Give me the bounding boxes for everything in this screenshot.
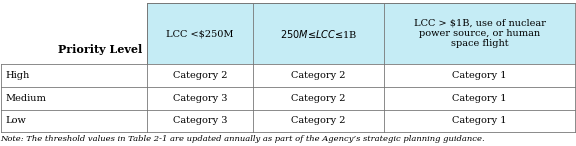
Text: High: High bbox=[5, 71, 29, 80]
Text: Category 1: Category 1 bbox=[452, 116, 507, 125]
Text: Category 2: Category 2 bbox=[291, 71, 346, 80]
Text: LCC <$250M: LCC <$250M bbox=[166, 29, 233, 38]
Text: Medium: Medium bbox=[5, 94, 46, 103]
Text: $250M ≤ LCC ≤ $1B: $250M ≤ LCC ≤ $1B bbox=[279, 28, 357, 40]
Text: LCC > $1B, use of nuclear
power source, or human
space flight: LCC > $1B, use of nuclear power source, … bbox=[414, 19, 545, 48]
Text: Category 2: Category 2 bbox=[172, 71, 227, 80]
Text: Category 2: Category 2 bbox=[291, 116, 346, 125]
Text: Category 3: Category 3 bbox=[172, 94, 227, 103]
Text: Category 1: Category 1 bbox=[452, 94, 507, 103]
Text: Category 2: Category 2 bbox=[291, 94, 346, 103]
Text: Note: The threshold values in Table 2-1 are updated annually as part of the Agen: Note: The threshold values in Table 2-1 … bbox=[1, 135, 485, 143]
Text: Category 1: Category 1 bbox=[452, 71, 507, 80]
Text: Low: Low bbox=[5, 116, 26, 125]
Text: Priority Level: Priority Level bbox=[58, 45, 142, 55]
Text: Category 3: Category 3 bbox=[172, 116, 227, 125]
